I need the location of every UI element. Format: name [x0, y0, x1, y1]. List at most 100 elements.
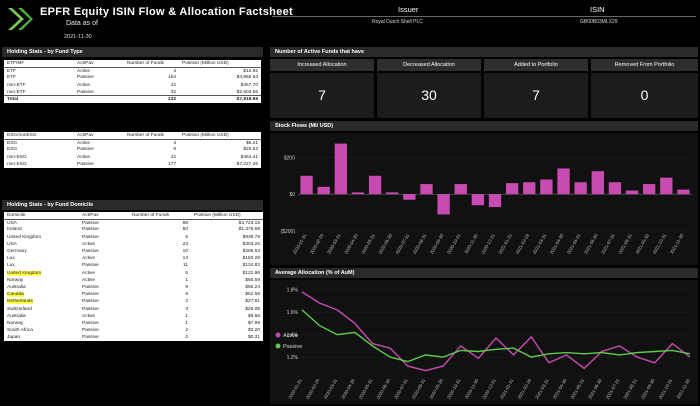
col-header[interactable]: Position (Million USD) — [179, 132, 261, 140]
table-row[interactable]: Germany Passive 10 $295.53 — [4, 248, 263, 255]
flow-bar[interactable] — [608, 182, 622, 195]
flow-bar[interactable] — [437, 194, 450, 215]
cell: Netherlands — [4, 298, 79, 305]
col-header[interactable]: Position (Million USD) — [179, 60, 261, 68]
col-header[interactable]: ESG/nonESG — [4, 132, 74, 140]
table-row[interactable]: ESG Passive 9 $20.62 — [4, 146, 261, 153]
cell: ESG — [7, 147, 18, 153]
x-tick-label: 2020-01-31 — [287, 378, 303, 400]
cell: 177 — [167, 161, 176, 167]
table-row[interactable]: Switzerland Passive 3 $26.08 — [4, 305, 263, 312]
esg-header-row: ESG/nonESG Act/Pav Number of Funds Posit… — [4, 132, 261, 140]
x-tick-label: 2021-04-30 — [549, 233, 565, 255]
table-row[interactable]: Australia Active 1 $9.66 — [4, 313, 263, 320]
x-tick-label: 2020-02-29 — [309, 233, 325, 255]
table-row[interactable]: non-ESG Active 42 $464.41 — [4, 154, 261, 161]
flow-bar[interactable] — [643, 184, 656, 195]
x-tick-label: 2021-08-31 — [617, 233, 633, 255]
col-header[interactable]: Number of Funds — [129, 212, 191, 220]
table-row[interactable]: USA Active 23 $303.26 — [4, 241, 263, 248]
cell: USA — [4, 219, 79, 226]
flow-bar[interactable] — [300, 175, 313, 195]
cell: Active — [77, 68, 91, 74]
cell: 9 — [173, 147, 176, 153]
table-row[interactable]: Lux Active 14 $150.28 — [4, 255, 263, 262]
flow-bar[interactable] — [557, 168, 570, 195]
flow-bar[interactable] — [505, 183, 519, 195]
col-header[interactable]: Domicile — [4, 212, 79, 220]
cell: 2 — [185, 335, 188, 341]
cell: $134.82 — [242, 263, 260, 269]
flow-bar[interactable] — [420, 184, 433, 195]
table-row[interactable]: USA Passive 86 $4,723.15 — [4, 219, 263, 226]
flow-bar[interactable] — [523, 182, 536, 195]
flow-bar[interactable] — [334, 143, 347, 195]
col-header[interactable]: Act/Pav — [79, 212, 129, 220]
flow-bar[interactable] — [660, 177, 673, 195]
table-row[interactable]: South Africa Passive 2 $3.20 — [4, 327, 263, 334]
flow-bar[interactable] — [471, 194, 485, 206]
flow-bar[interactable] — [540, 179, 553, 195]
col-header[interactable]: Number of Funds — [124, 60, 179, 68]
table-row[interactable]: non-ETF Active 42 $457.70 — [4, 82, 261, 89]
x-tick-label: 2021-02-28 — [515, 233, 531, 255]
table-row[interactable]: United Kingdom Passive 6 $939.78 — [4, 234, 263, 241]
flow-bar[interactable] — [351, 192, 365, 195]
flow-bar[interactable] — [574, 182, 587, 195]
table-row[interactable]: Lux Passive 11 $134.82 — [4, 262, 263, 269]
table-row[interactable]: Netherlands Passive 2 $27.61 — [4, 298, 263, 305]
cell: 42 — [170, 154, 176, 160]
total-row: Total 232 $7,918.69 — [4, 95, 261, 104]
flow-bar[interactable] — [386, 192, 399, 195]
passive-series-line[interactable] — [301, 309, 691, 363]
cell: Passive — [82, 306, 99, 312]
table-row[interactable]: ETF Passive 154 $4,860.53 — [4, 74, 261, 81]
table-row[interactable]: United Kingdom Active 5 $122.96 — [4, 270, 263, 277]
domicile-name: USA — [7, 241, 17, 247]
kpi-value-decreased: 30 — [377, 73, 481, 118]
flow-bar[interactable] — [677, 189, 690, 195]
domicile-name: Canada — [7, 292, 24, 298]
flow-bar[interactable] — [488, 194, 502, 208]
x-tick-label: 2020-06-30 — [378, 233, 394, 255]
flow-bar[interactable] — [368, 175, 382, 195]
flow-bar[interactable] — [591, 171, 604, 195]
table-row[interactable]: ESG Active 4 $6.21 — [4, 139, 261, 146]
col-header[interactable]: Act/Pav — [74, 60, 124, 68]
cell: Lux — [4, 255, 79, 262]
table-row[interactable]: non-ESG Passive 177 $7,227.26 — [4, 161, 261, 168]
x-tick-label: 2021-10-31 — [652, 233, 668, 255]
x-tick-label: 2020-11-30 — [464, 378, 480, 400]
table-row[interactable]: non-ETF Passive 32 $2,603.56 — [4, 89, 261, 96]
flow-bar[interactable] — [403, 194, 416, 200]
col-header[interactable]: ETF/MF — [4, 60, 74, 68]
x-tick-label: 2021-06-30 — [583, 233, 599, 255]
col-header[interactable]: Number of Funds — [124, 132, 179, 140]
domicile-name: USA — [7, 220, 17, 226]
cell: non-ESG — [7, 154, 27, 160]
domicile-table: Domicile Act/Pav Number of Funds Positio… — [4, 212, 263, 342]
table-row[interactable]: Canada Passive 6 $52.58 — [4, 291, 263, 298]
x-tick-label: 2021-04-30 — [552, 378, 568, 400]
cell: 23 — [182, 241, 188, 247]
table-row[interactable]: Norway Passive 1 $7.99 — [4, 320, 263, 327]
flow-bar[interactable] — [317, 186, 330, 195]
flow-bar[interactable] — [454, 184, 467, 195]
cell: 1 — [185, 277, 188, 283]
data-as-of-date: 2021-11-30 — [64, 34, 92, 40]
cell: $6.21 — [245, 140, 258, 146]
table-row[interactable]: Japan Passive 2 $0.31 — [4, 334, 263, 341]
col-header[interactable]: Position (Million USD) — [191, 212, 263, 220]
x-tick-label: 2021-03-31 — [532, 233, 548, 255]
x-tick-label: 2020-11-30 — [463, 233, 479, 255]
flow-bar[interactable] — [625, 190, 639, 195]
active-series-line[interactable] — [301, 291, 691, 372]
x-tick-label: 2020-07-31 — [395, 233, 411, 255]
col-header[interactable]: Act/Pav — [74, 132, 124, 140]
table-row[interactable]: Australia Passive 9 $56.24 — [4, 284, 263, 291]
table-row[interactable]: Ireland Passive 50 $1,376.58 — [4, 226, 263, 233]
cell: $9.66 — [247, 313, 260, 319]
table-row[interactable]: Norway Active 1 $66.59 — [4, 277, 263, 284]
table-row[interactable]: ETF Active 4 $12.92 — [4, 67, 261, 74]
cell: $3.20 — [247, 328, 260, 334]
